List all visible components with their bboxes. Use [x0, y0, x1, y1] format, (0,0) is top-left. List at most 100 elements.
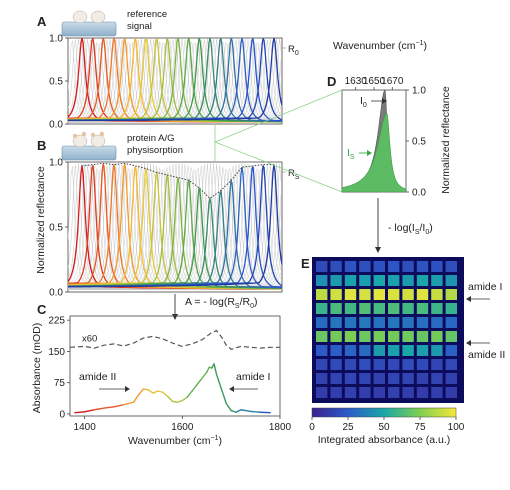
- panel-c-xtick-label: 1400: [74, 422, 97, 433]
- arrow-amide-i-e: [466, 296, 490, 302]
- panel-a-curves: [68, 38, 282, 123]
- heatmap-cell: [359, 331, 371, 342]
- panel-c-absorbance-segment: [93, 407, 105, 411]
- chip-b-label-line1: protein A/G: [127, 133, 175, 144]
- is-label: IS: [347, 147, 355, 161]
- heatmap-cell: [373, 317, 385, 328]
- colorbar-label: Integrated absorbance (a.u.): [318, 434, 451, 446]
- heatmap-cell: [431, 261, 443, 272]
- heatmap-cell: [344, 345, 357, 356]
- heatmap-cell: [402, 303, 414, 314]
- ylabel-normalized-reflectance-d: Normalized reflectance: [440, 86, 452, 194]
- heatmap-cell: [330, 387, 342, 398]
- panel-c-absorbance-segment: [240, 409, 252, 413]
- heatmap-cell: [344, 289, 357, 300]
- heatmap-cell: [416, 303, 429, 314]
- colorbar-tick-label: 0: [309, 422, 315, 433]
- heatmap-cell: [388, 373, 400, 384]
- heatmap-cell: [388, 331, 400, 342]
- panel-a-ytick-label: 0.5: [49, 77, 63, 88]
- heatmap-cell: [445, 261, 457, 272]
- heatmap-cell: [373, 303, 385, 314]
- heatmap-cell: [416, 387, 429, 398]
- panel-a-yticks: 0.0 0.5 1.0: [49, 34, 68, 131]
- panel-c-ytick-label: 75: [54, 378, 66, 389]
- chip-a-label-line1: reference: [127, 9, 167, 20]
- heatmap-cell: [344, 331, 357, 342]
- heatmap-cell: [431, 359, 443, 370]
- heatmap-cell: [359, 303, 371, 314]
- protein-chip-illustration: [61, 131, 117, 161]
- chip-b-label-line2: physisorption: [127, 145, 183, 156]
- heatmap-cell: [416, 317, 429, 328]
- panel-b-ytick-label: 0.5: [49, 223, 63, 234]
- panel-d-xtick-label: 1670: [381, 76, 404, 87]
- heatmap-cell: [431, 373, 443, 384]
- panel-e: E amide I amide II 0 25 50 75 100 Integrated…: [301, 256, 505, 446]
- panel-c-absorbance-segment: [142, 388, 149, 391]
- heatmap-cell: [316, 373, 328, 384]
- panel-d-ytick-label: 0.5: [412, 137, 426, 148]
- heatmap-cell: [359, 345, 371, 356]
- panel-c-absorbance-segment: [181, 396, 188, 402]
- panel-c-absorbance-segment: [230, 409, 237, 413]
- annotation-amide-i-c: amide I: [236, 371, 270, 383]
- panel-d-is-area: [342, 113, 406, 192]
- heatmap-cell: [330, 345, 342, 356]
- heatmap-cell: [388, 359, 400, 370]
- scaled-x60-label: x60: [82, 333, 97, 344]
- ylabel-absorbance: Absorbance (mOD): [31, 323, 43, 413]
- panel-c-absorbance-segment: [220, 388, 227, 405]
- heatmap-cell: [316, 317, 328, 328]
- heatmap-cell: [445, 303, 457, 314]
- annotation-amide-i-e: amide I: [468, 281, 502, 293]
- heatmap-cell: [431, 275, 443, 286]
- arrow-amide-i-c: [229, 386, 258, 392]
- heatmap-cell: [445, 387, 457, 398]
- heatmap-cell: [402, 387, 414, 398]
- panel-c-absorbance-segment: [166, 395, 174, 403]
- heatmap-cell: [359, 387, 371, 398]
- heatmap-cell: [316, 303, 328, 314]
- panel-c-absorbance-segment: [215, 373, 223, 390]
- colorbar-tick-label: 25: [342, 422, 354, 433]
- panel-b-curves: [68, 162, 282, 290]
- heatmap-cell: [388, 303, 400, 314]
- heatmap-cell: [416, 331, 429, 342]
- panel-c-absorbance-segment: [191, 384, 198, 392]
- heatmap-cell: [402, 331, 414, 342]
- heatmap-cell: [316, 345, 328, 356]
- heatmap-cells: [316, 261, 457, 398]
- panel-c-absorbance-segment: [74, 411, 86, 414]
- heatmap-cell: [416, 289, 429, 300]
- panel-c-absorbance-segment: [162, 391, 169, 398]
- heatmap-cell: [431, 331, 443, 342]
- arrow-amide-ii-e: [466, 340, 490, 346]
- heatmap-cell: [373, 261, 385, 272]
- panel-c-ytick-label: 0: [59, 409, 65, 420]
- heatmap-cell: [445, 275, 457, 286]
- transform-arrow-bc: A = - log(RS/R0): [172, 294, 257, 320]
- heatmap-cell: [373, 359, 385, 370]
- transform-arrow-de: - log(IS/I0): [375, 198, 433, 253]
- i0-label: I0: [360, 95, 367, 109]
- panel-b: B protein A/G physisorption 0.0 0.5 1.0 RS: [37, 131, 300, 299]
- heatmap-cell: [344, 359, 357, 370]
- heatmap-cell: [388, 275, 400, 286]
- panel-c-ytick-label: 225: [48, 316, 65, 327]
- heatmap-cell: [416, 359, 429, 370]
- heatmap-cell: [330, 289, 342, 300]
- heatmap-cell: [344, 373, 357, 384]
- heatmap-cell: [330, 317, 342, 328]
- heatmap-cell: [416, 275, 429, 286]
- panel-letter-a: A: [37, 14, 47, 29]
- heatmap-cell: [402, 345, 414, 356]
- heatmap-cell: [388, 289, 400, 300]
- heatmap-cell: [316, 359, 328, 370]
- heatmap-cell: [359, 275, 371, 286]
- panel-letter-c: C: [37, 302, 47, 317]
- equation-log-ratio: - log(IS/I0): [388, 222, 433, 236]
- panel-c-curves: [70, 329, 280, 414]
